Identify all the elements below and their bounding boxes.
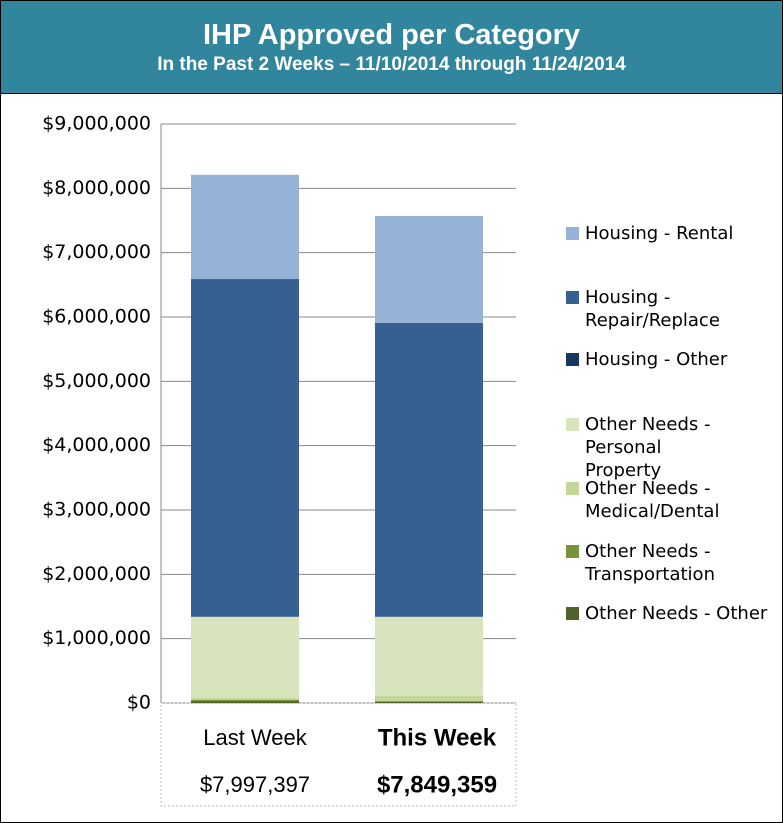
- legend-swatch: [566, 545, 579, 558]
- bar-segment: [375, 695, 483, 702]
- y-tick-label: $4,000,000: [42, 434, 151, 456]
- chart-title: IHP Approved per Category: [202, 19, 581, 51]
- y-tick-label: $2,000,000: [42, 563, 151, 585]
- legend-item: Housing - Repair/Replace: [566, 286, 735, 332]
- legend-swatch: [566, 607, 579, 620]
- legend-label: Housing - Rental: [585, 223, 734, 244]
- legend-swatch: [566, 418, 579, 431]
- x-tick-label: This Week: [378, 724, 497, 751]
- legend-swatch: [566, 227, 579, 240]
- bar-segment: [375, 701, 483, 703]
- x-tick-label: Last Week: [203, 725, 308, 750]
- legend-label: Housing - Other: [585, 349, 728, 370]
- legend-label: Other Needs - Medical/Dental: [585, 478, 720, 522]
- legend-item: Other Needs - Medical/Dental: [566, 477, 735, 523]
- label-box: [160, 702, 517, 807]
- header: IHP Approved per Category In the Past 2 …: [1, 1, 782, 94]
- bar-segment: [191, 174, 299, 280]
- legend-label: Housing - Repair/Replace: [585, 287, 720, 331]
- bar-segment: [375, 215, 483, 323]
- bar-segment: [375, 322, 483, 617]
- chart-subtitle: In the Past 2 Weeks – 11/10/2014 through…: [157, 54, 626, 75]
- total-label: $7,997,397: [200, 772, 310, 797]
- y-tick-label: $0: [127, 692, 151, 714]
- total-label: $7,849,359: [377, 771, 497, 798]
- legend-label: Other Needs - Transportation: [585, 541, 715, 585]
- y-tick-label: $7,000,000: [42, 241, 151, 263]
- bar-segment: [191, 279, 299, 617]
- bar-segment: [191, 699, 299, 702]
- bar-segment: [375, 616, 483, 696]
- y-tick-label: $5,000,000: [42, 370, 151, 392]
- y-tick-label: $1,000,000: [42, 627, 151, 649]
- legend-item: Other Needs - Transportation: [566, 540, 735, 586]
- y-tick-label: $6,000,000: [42, 306, 151, 328]
- bar-segment: [191, 616, 299, 698]
- bar-segment: [191, 701, 299, 703]
- bar-segment: [191, 697, 299, 700]
- y-tick-label: $8,000,000: [42, 177, 151, 199]
- legend-item: Housing - Rental: [566, 222, 782, 245]
- y-tick-label: $3,000,000: [42, 499, 151, 521]
- y-tick-label: $9,000,000: [42, 113, 151, 135]
- legend-swatch: [566, 353, 579, 366]
- legend-swatch: [566, 482, 579, 495]
- legend-swatch: [566, 291, 579, 304]
- legend-item: Other Needs - Personal Property: [566, 413, 735, 482]
- legend-label: Other Needs - Personal Property: [585, 414, 711, 481]
- legend-item: Other Needs - Other: [566, 602, 782, 625]
- bar-segment: [375, 701, 483, 702]
- legend-label: Other Needs - Other: [585, 603, 768, 624]
- legend-item: Housing - Other: [566, 348, 782, 371]
